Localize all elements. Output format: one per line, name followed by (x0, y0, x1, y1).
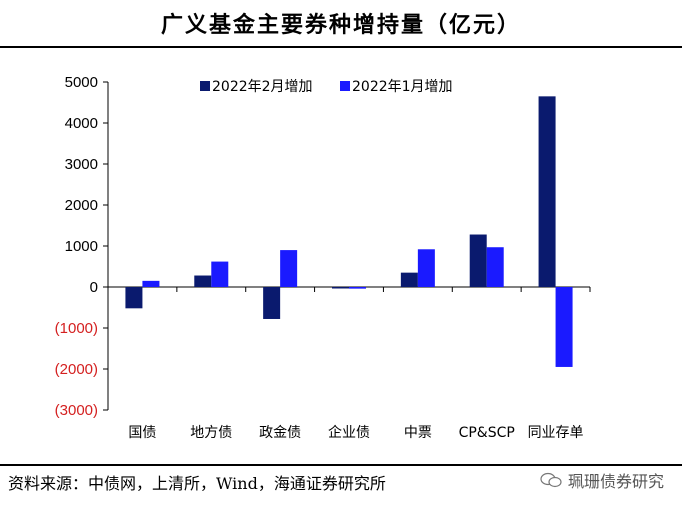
bar-jan (486, 247, 504, 287)
footer-rule (0, 464, 682, 466)
legend-label-jan: 2022年1月增加 (352, 79, 453, 95)
bar-feb (332, 287, 349, 289)
y-tick-label: 2000 (65, 197, 98, 214)
source-note: 资料来源：中债网，上清所，Wind，海通证券研究所 (8, 474, 386, 493)
bar-feb (263, 287, 281, 319)
y-tick-label: 1000 (65, 238, 98, 255)
y-tick-label: 4000 (65, 115, 98, 132)
category-label: 同业存单 (528, 425, 584, 441)
y-tick-label: (2000) (55, 361, 98, 378)
bar-feb (125, 287, 143, 309)
category-label: 政金债 (259, 425, 301, 441)
bar-jan (349, 287, 366, 289)
bar-chart: 5000 4000 3000 2000 1000 0 (1000) (2000) (3000) 国… (55, 74, 591, 441)
y-tick-label: (3000) (55, 402, 98, 419)
bar-jan (417, 249, 435, 287)
watermark-text: 珮珊债券研究 (567, 472, 664, 491)
category-label: 中票 (404, 425, 432, 441)
bar-jan (280, 250, 298, 287)
bar-jan (211, 261, 229, 287)
bar-jan (142, 280, 160, 287)
watermark: 珮珊债券研究 (540, 468, 664, 492)
y-tick-label: 0 (90, 279, 98, 296)
y-tick-label: (1000) (55, 320, 98, 337)
chart-title: 广义基金主要券种增持量（亿元） (160, 12, 521, 38)
bar-jan (555, 287, 573, 367)
wechat-icon (540, 472, 562, 488)
legend-swatch-feb (200, 81, 210, 91)
legend-swatch-jan (340, 81, 350, 91)
category-label: CP&SCP (459, 425, 515, 441)
y-tick-label: 3000 (65, 156, 98, 173)
bar-feb (194, 275, 212, 287)
legend-label-feb: 2022年2月增加 (212, 79, 313, 95)
category-label: 国债 (128, 425, 156, 441)
title-rule (0, 46, 682, 48)
category-label: 地方债 (190, 425, 232, 441)
y-tick-label: 5000 (65, 74, 98, 91)
category-label: 企业债 (328, 424, 370, 441)
bar-feb (469, 234, 487, 287)
bar-feb (400, 272, 418, 287)
bar-feb (538, 96, 556, 287)
